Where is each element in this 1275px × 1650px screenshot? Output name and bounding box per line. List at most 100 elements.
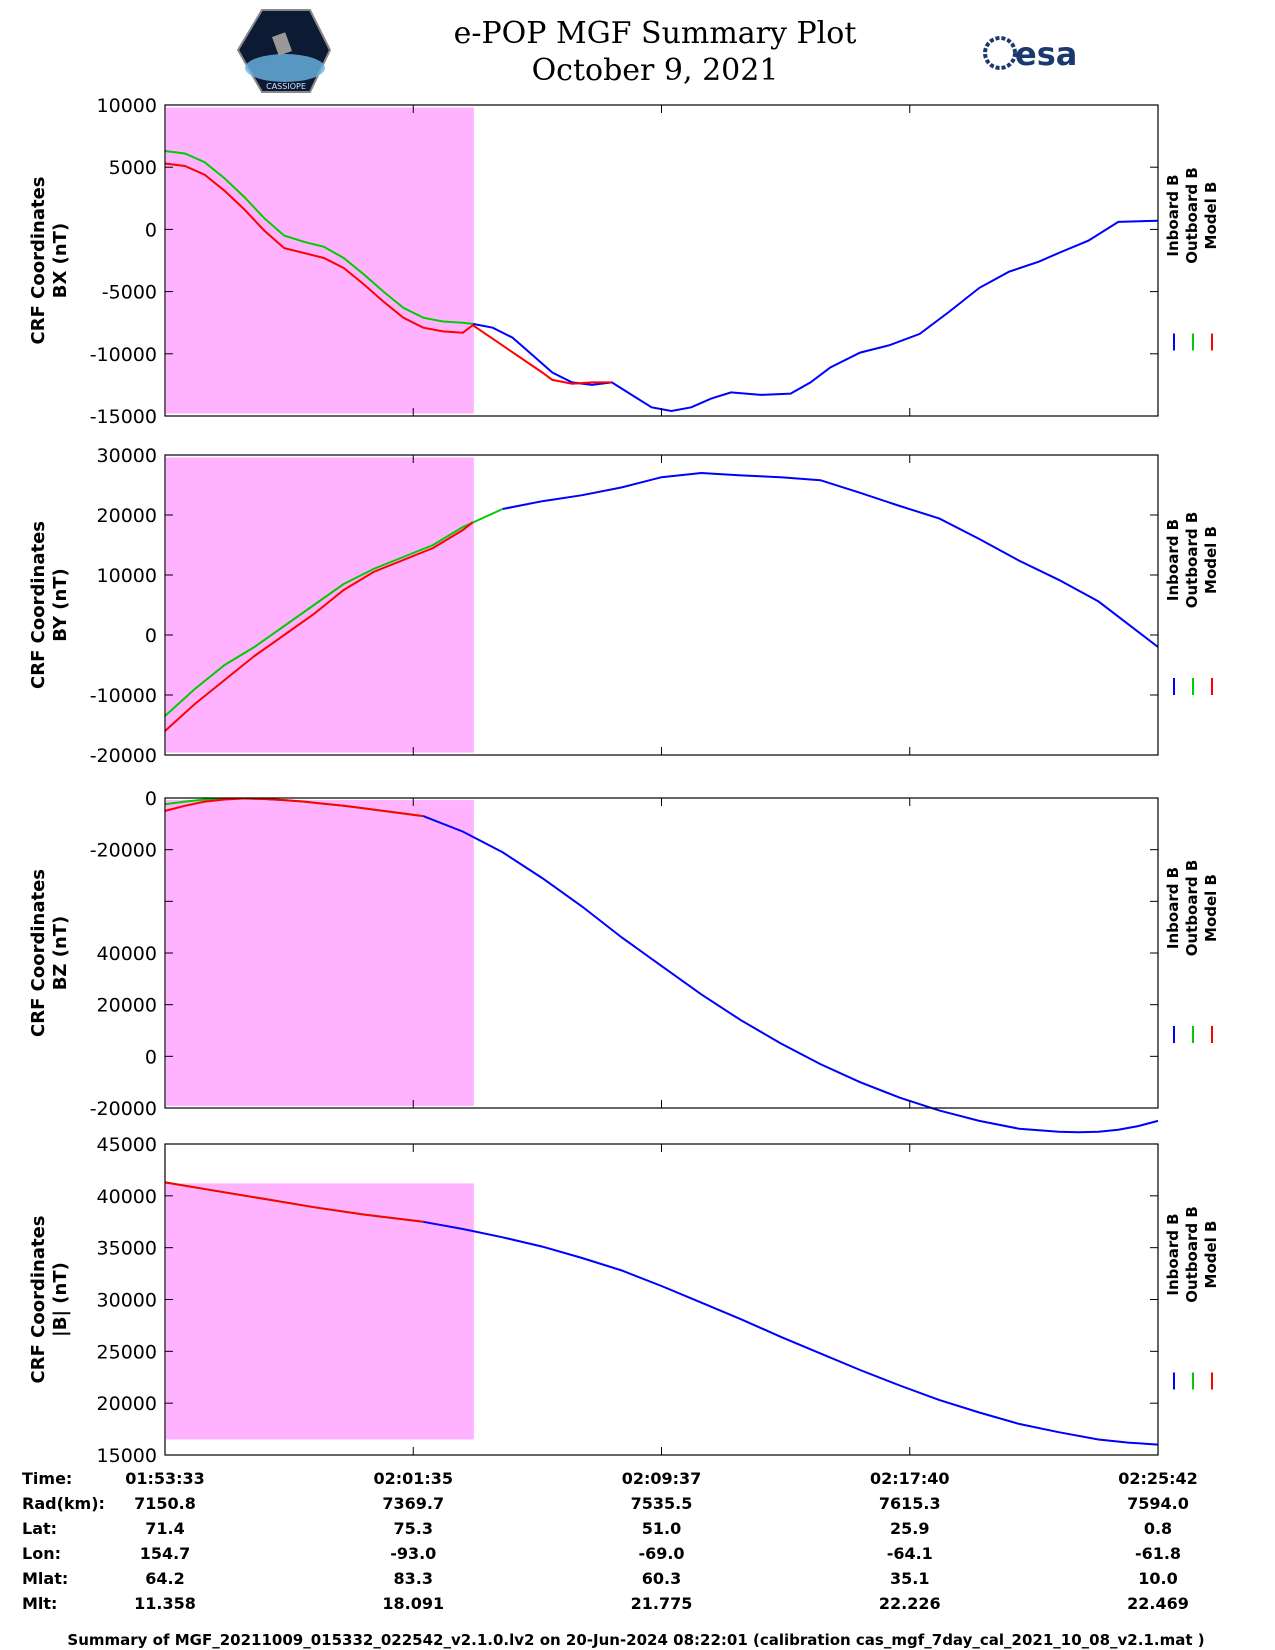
table-cell: 64.2: [145, 1569, 184, 1588]
table-cell: 11.358: [134, 1594, 196, 1613]
series-outboard-b: [164, 508, 504, 717]
series-inboard-b: [423, 1220, 1159, 1446]
ephemeris-table: Time: 01:53:33 02:01:35 02:09:37 02:17:40 02:…: [22, 1469, 1198, 1613]
footer-caption: Summary of MGF_20211009_015332_022542_v2…: [67, 1631, 1204, 1649]
y-tick-label: 0: [145, 625, 157, 647]
y-tick-label: -20000: [90, 745, 157, 767]
y-tick-label: 20000: [97, 505, 157, 527]
legend-label-model-b: Model B: [1202, 182, 1220, 250]
table-cell: -61.8: [1135, 1544, 1181, 1563]
y-tick-label: 30000: [97, 445, 157, 467]
table-cell: 10.0: [1138, 1569, 1177, 1588]
legend-label-model-b: Model B: [1202, 526, 1220, 594]
y-tick-label: -15000: [90, 406, 157, 428]
table-cell: 7615.3: [879, 1494, 941, 1513]
y-tick-label: -20000: [90, 1098, 157, 1120]
y-tick-label: 0: [145, 219, 157, 241]
table-row-label: Mlat:: [22, 1569, 68, 1588]
table-cell: 7535.5: [631, 1494, 693, 1513]
y-axis-label: BX (nT): [50, 223, 71, 298]
y-tick-label: 20000: [97, 1393, 157, 1415]
y-tick-label: 40000: [97, 943, 157, 965]
table-cell: 02:17:40: [870, 1469, 950, 1488]
title-line-2: October 9, 2021: [532, 53, 779, 88]
table-cell: -64.1: [887, 1544, 933, 1563]
table-row-label: Time:: [22, 1469, 72, 1488]
y-tick-label: 40000: [97, 1186, 157, 1208]
table-row-label: Lon:: [22, 1544, 61, 1563]
y-axis-label: |B| (nT): [50, 1262, 71, 1337]
y-tick-label: 25000: [97, 1341, 157, 1363]
y-tick-label: 0: [145, 788, 157, 810]
legend-label-model-b: Model B: [1202, 874, 1220, 942]
series-model-b: [164, 797, 424, 818]
legend-label-outboard-b: Outboard B: [1183, 512, 1201, 609]
table-cell: 18.091: [382, 1594, 444, 1613]
legend-label-model-b: Model B: [1202, 1221, 1220, 1289]
series-model-b: [164, 1181, 424, 1223]
table-cell: -93.0: [390, 1544, 436, 1563]
table-cell: -69.0: [638, 1544, 684, 1563]
legend-label-inboard-b: Inboard B: [1164, 519, 1182, 601]
y-tick-label: -10000: [90, 344, 157, 366]
legend-label-outboard-b: Outboard B: [1183, 167, 1201, 264]
series-model-b: [164, 521, 474, 732]
table-cell: 22.226: [879, 1594, 941, 1613]
table-cell: 7150.8: [134, 1494, 196, 1513]
y-axis-label: CRF Coordinates: [28, 1216, 49, 1384]
table-cell: 21.775: [631, 1594, 693, 1613]
table-cell: 01:53:33: [125, 1469, 205, 1488]
series-inboard-b: [422, 815, 1159, 1134]
y-tick-label: 35000: [97, 1238, 157, 1260]
y-tick-label: 0: [145, 1046, 157, 1068]
title-line-1: e-POP MGF Summary Plot: [454, 16, 857, 51]
y-tick-label: -10000: [90, 685, 157, 707]
y-tick-label: 45000: [97, 1134, 157, 1156]
table-row-label: Rad(km):: [22, 1494, 105, 1513]
table-cell: 75.3: [394, 1519, 433, 1538]
y-tick-label: 10000: [97, 565, 157, 587]
table-cell: 154.7: [140, 1544, 191, 1563]
series-inboard-b: [472, 219, 1159, 413]
legend-label-inboard-b: Inboard B: [1164, 1213, 1182, 1295]
table-row-label: Lat:: [22, 1519, 57, 1538]
legend-label-inboard-b: Inboard B: [1164, 174, 1182, 256]
y-tick-label: -20000: [90, 840, 157, 862]
y-axis-label: BZ (nT): [50, 916, 71, 991]
table-cell: 83.3: [394, 1569, 433, 1588]
esa-logo: esa: [983, 35, 1077, 73]
legend-label-outboard-b: Outboard B: [1183, 1206, 1201, 1303]
table-cell: 25.9: [890, 1519, 929, 1538]
table-cell: 02:25:42: [1118, 1469, 1198, 1488]
cassiope-logo-text: CASSIOPE: [266, 82, 306, 91]
y-axis-label: BY (nT): [50, 568, 71, 642]
shaded-region: [166, 800, 474, 1106]
y-axis-label: CRF Coordinates: [28, 869, 49, 1037]
y-tick-label: 30000: [97, 1290, 157, 1312]
table-cell: 02:01:35: [373, 1469, 453, 1488]
table-row-label: Mlt:: [22, 1594, 57, 1613]
y-tick-label: 5000: [109, 157, 157, 179]
shaded-region: [166, 457, 474, 753]
legend-label-outboard-b: Outboard B: [1183, 860, 1201, 957]
table-cell: 22.469: [1127, 1594, 1189, 1613]
chart-panel-3: 0 -20000 40000 20000 0 -20000 CRF Coordinates B…: [28, 788, 1220, 1134]
series-inboard-b: [502, 471, 1159, 648]
chart-panel-1: 10000 5000 0 -5000 -10000 -15000 CRF Coordinat…: [28, 95, 1220, 428]
y-tick-label: 20000: [97, 995, 157, 1017]
y-axis-label: CRF Coordinates: [28, 177, 49, 345]
table-cell: 60.3: [642, 1569, 681, 1588]
series-outboard-b: [164, 150, 473, 325]
table-cell: 0.8: [1144, 1519, 1172, 1538]
legend-label-inboard-b: Inboard B: [1164, 867, 1182, 949]
shaded-region: [166, 1183, 474, 1440]
series-model-b: [164, 162, 612, 385]
table-cell: 51.0: [642, 1519, 681, 1538]
chart-panel-2: 30000 20000 10000 0 -10000 -20000 CRF Coordina…: [28, 445, 1220, 767]
table-cell: 7369.7: [382, 1494, 444, 1513]
shaded-region: [166, 107, 474, 414]
y-axis-label: CRF Coordinates: [28, 521, 49, 689]
y-tick-label: 15000: [97, 1445, 157, 1467]
table-cell: 71.4: [145, 1519, 184, 1538]
